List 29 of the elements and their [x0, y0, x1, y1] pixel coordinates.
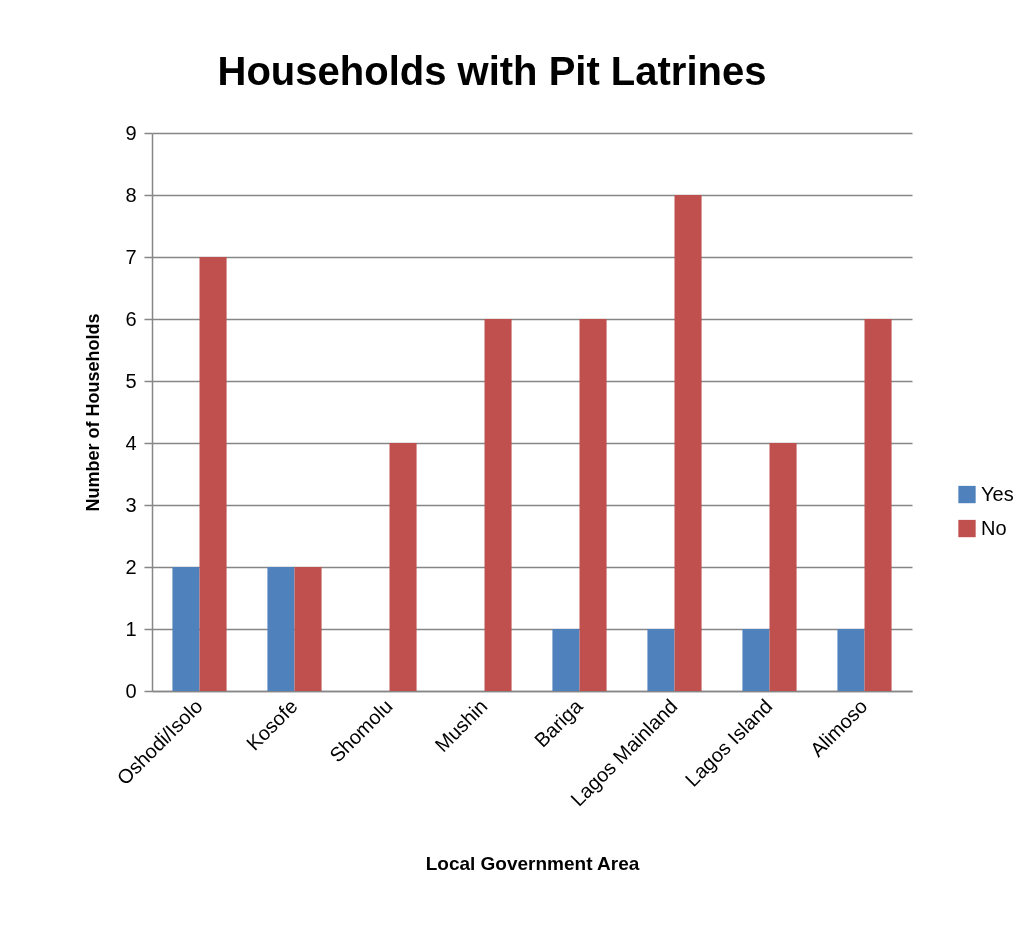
bar — [647, 629, 675, 691]
chart-title: Households with Pit Latrines — [217, 49, 767, 93]
y-tick-label: 6 — [125, 307, 137, 330]
y-tick-label: 3 — [125, 493, 137, 516]
y-tick-label: 5 — [125, 369, 137, 392]
legend-label: No — [981, 516, 1007, 539]
y-axis-title: Number of Households — [83, 313, 104, 512]
bar — [742, 629, 770, 691]
bar — [199, 257, 227, 691]
bar — [294, 567, 322, 691]
bar — [552, 629, 580, 691]
y-tick-label: 1 — [125, 617, 137, 640]
bar — [579, 319, 607, 691]
y-tick-label: 7 — [125, 245, 137, 268]
bar — [267, 567, 295, 691]
bar — [172, 567, 200, 691]
bar — [389, 443, 417, 691]
y-tick-label: 4 — [125, 431, 137, 454]
legend-label: Yes — [981, 482, 1014, 505]
y-tick-label: 9 — [125, 121, 137, 144]
y-tick-label: 2 — [125, 555, 137, 578]
x-axis-title: Local Government Area — [425, 853, 640, 875]
y-tick-label: 0 — [125, 679, 137, 702]
bar — [864, 319, 892, 691]
bar — [484, 319, 512, 691]
y-tick-label: 8 — [125, 183, 137, 206]
bar — [837, 629, 865, 691]
bar — [674, 195, 702, 691]
bar — [769, 443, 797, 691]
